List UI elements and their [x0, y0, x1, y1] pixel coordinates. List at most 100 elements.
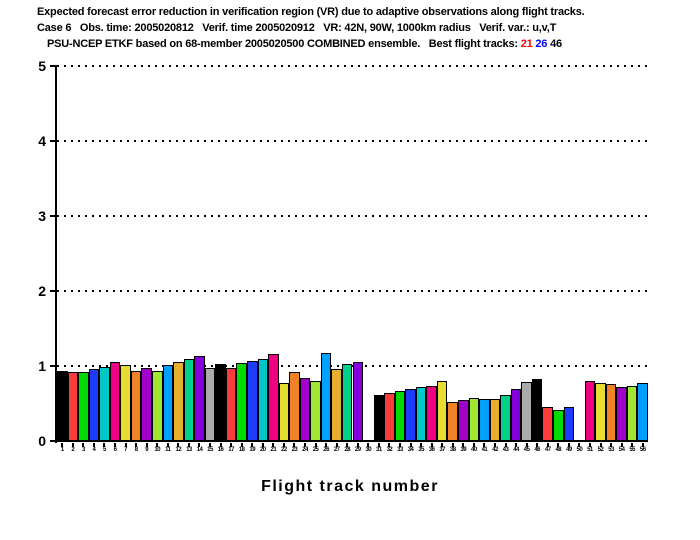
x-tick-25: [314, 443, 317, 447]
x-tick-8: [135, 443, 138, 447]
x-tick-label-10: 10: [154, 447, 161, 453]
bar-track-44: [510, 389, 522, 441]
x-tick-10: [156, 443, 159, 447]
bar-track-5: [99, 366, 110, 441]
bar-track-56: [637, 382, 648, 441]
x-tick-label-19: 19: [249, 447, 256, 453]
x-axis-line: [57, 440, 648, 442]
x-tick-label-30: 30: [365, 447, 372, 453]
x-tick-45: [525, 443, 528, 447]
x-tick-label-31: 31: [376, 447, 382, 453]
x-tick-7: [124, 443, 127, 447]
x-tick-24: [304, 443, 306, 447]
x-tick-39: [462, 443, 465, 447]
y-axis-line: [55, 66, 57, 443]
gridline-y2: [57, 290, 648, 292]
x-tick-1: [61, 443, 64, 447]
x-tick-38: [451, 443, 454, 447]
gridline-y4: [57, 140, 648, 142]
y-tick-0: [50, 440, 57, 442]
x-tick-2: [71, 443, 74, 447]
x-tick-14: [198, 443, 201, 447]
x-axis-title: Flight track number: [261, 478, 439, 495]
y-tick-label-3: 3: [38, 208, 46, 224]
x-tick-35: [420, 443, 423, 447]
x-tick-label-20: 20: [259, 447, 266, 453]
x-tick-label-2: 2: [71, 447, 75, 453]
bar-track-41: [479, 399, 490, 441]
x-tick-label-46: 46: [534, 447, 541, 453]
plot-area: 0 1 2 3 4 5: [38, 59, 648, 448]
bar-track-38: [447, 402, 459, 441]
x-tick-label-28: 28: [344, 447, 351, 453]
x-tick-label-49: 49: [565, 447, 572, 453]
x-tick-label-44: 44: [513, 447, 519, 453]
bar-track-39: [458, 399, 469, 441]
x-tick-51: [588, 443, 591, 447]
x-tick-label-43: 43: [502, 447, 509, 453]
x-tick-18: [240, 443, 243, 447]
bar-track-51: [584, 381, 596, 441]
x-tick-label-15: 15: [207, 447, 213, 453]
x-tick-5: [103, 443, 106, 447]
x-tick-6: [114, 443, 117, 447]
x-tick-label-56: 56: [639, 447, 646, 453]
y-tick-label-4: 4: [38, 133, 46, 149]
bar-track-37: [436, 381, 448, 441]
bar-track-2: [67, 372, 79, 441]
bar-track-32: [384, 393, 395, 441]
x-tick-label-33: 33: [397, 447, 403, 453]
ensemble-text: PSU-NCEP ETKF based on 68-member 2005020…: [47, 38, 521, 50]
x-tick-48: [557, 443, 560, 447]
x-tick-9: [145, 443, 148, 447]
x-tick-label-47: 47: [544, 447, 551, 453]
bar-track-6: [109, 362, 121, 441]
x-tick-50: [578, 443, 581, 447]
x-tick-label-39: 39: [460, 447, 467, 453]
bar-track-11: [162, 364, 174, 441]
bar-track-49: [563, 407, 575, 441]
x-tick-15: [209, 443, 212, 447]
x-tick-label-9: 9: [145, 447, 149, 453]
x-tick-label-27: 27: [333, 447, 340, 453]
x-tick-label-41: 41: [481, 447, 488, 453]
x-tick-19: [251, 443, 254, 447]
x-tick-32: [388, 443, 391, 447]
x-tick-20: [261, 443, 264, 447]
bar-track-40: [468, 397, 480, 441]
bar-track-31: [373, 394, 385, 441]
bar-track-20: [257, 359, 269, 441]
bar-track-7: [120, 365, 131, 441]
x-tick-label-7: 7: [124, 447, 127, 453]
x-tick-label-22: 22: [281, 447, 287, 453]
x-tick-label-42: 42: [492, 447, 498, 453]
x-tick-label-50: 50: [576, 447, 583, 453]
x-tick-30: [367, 443, 370, 447]
y-tick-3: [50, 215, 57, 217]
x-tick-label-32: 32: [386, 447, 393, 453]
x-tick-3: [82, 443, 85, 447]
bar-track-22: [278, 383, 290, 441]
bar-track-12: [173, 361, 184, 441]
bar-track-21: [268, 354, 279, 441]
bar-track-28: [341, 363, 353, 441]
x-tick-label-1: 1: [60, 447, 64, 453]
x-tick-label-36: 36: [428, 447, 435, 453]
x-tick-37: [441, 443, 444, 447]
bar-track-9: [141, 367, 152, 441]
bar-track-13: [183, 359, 195, 441]
y-tick-4: [50, 140, 57, 142]
bar-track-29: [352, 362, 364, 441]
bar-track-18: [236, 363, 247, 441]
x-tick-label-24: 24: [302, 447, 308, 453]
x-tick-label-53: 53: [608, 447, 614, 453]
x-tick-36: [430, 443, 433, 447]
bar-track-52: [595, 383, 606, 441]
best-track-46: 46: [550, 38, 562, 50]
x-tick-label-45: 45: [523, 447, 530, 453]
x-tick-34: [409, 443, 412, 447]
x-tick-26: [325, 443, 328, 447]
x-tick-31: [377, 443, 380, 447]
y-tick-label-2: 2: [38, 283, 46, 299]
x-tick-53: [610, 443, 613, 447]
